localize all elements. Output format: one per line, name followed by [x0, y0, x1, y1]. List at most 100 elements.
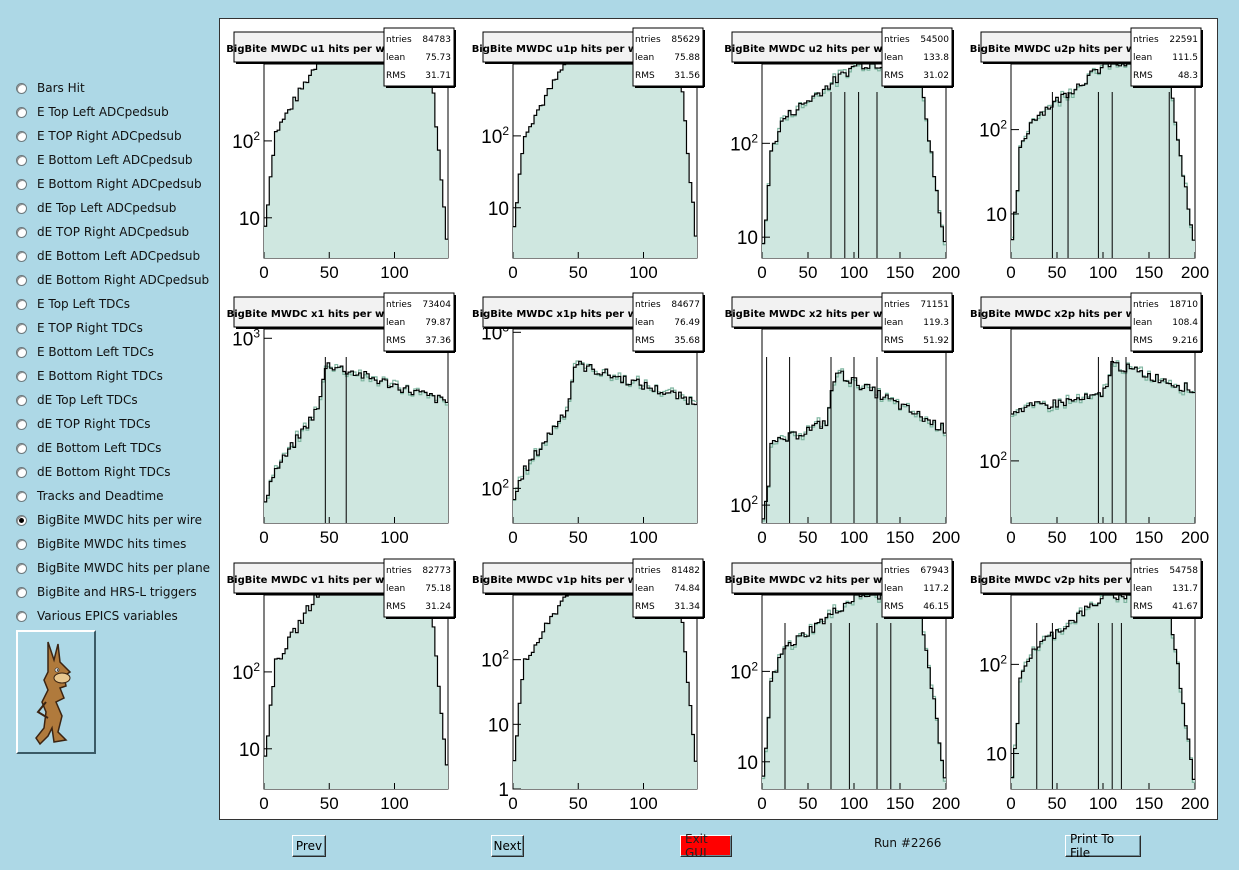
radio-icon[interactable]	[16, 82, 27, 94]
menu-item-de-bottom-left-tdcs[interactable]: dE Bottom Left TDCs	[16, 436, 216, 460]
menu-item-e-bottom-right-tdcs[interactable]: E Bottom Right TDCs	[16, 364, 216, 388]
print-to-file-button[interactable]: Print To File	[1065, 832, 1141, 860]
radio-icon[interactable]	[16, 418, 27, 430]
menu-item-bigbite-mwdc-hits-times[interactable]: BigBite MWDC hits times	[16, 532, 216, 556]
radio-icon[interactable]	[16, 466, 27, 478]
histogram-fill	[513, 64, 697, 258]
menu-item-de-bottom-right-adcpedsub[interactable]: dE Bottom Right ADCpedsub	[16, 268, 216, 292]
y-tick-label: 10	[239, 209, 260, 230]
menu-item-de-top-right-adcpedsub[interactable]: dE TOP Right ADCpedsub	[16, 220, 216, 244]
stats-value: 54500	[920, 35, 949, 45]
histogram-fill	[513, 595, 697, 789]
radio-icon[interactable]	[16, 226, 27, 238]
stats-label: RMS	[884, 71, 904, 81]
menu-item-bigbite-mwdc-hits-per-wire[interactable]: BigBite MWDC hits per wire	[16, 508, 216, 532]
radio-icon[interactable]	[16, 178, 27, 190]
menu-item-various-epics-variables[interactable]: Various EPICS variables	[16, 604, 216, 628]
radio-icon[interactable]	[16, 586, 27, 598]
stats-value: 111.5	[1172, 53, 1198, 63]
y-tick-label: 102	[979, 118, 1007, 142]
histogram-fill	[762, 595, 946, 789]
radio-icon[interactable]	[16, 202, 27, 214]
menu-item-e-bottom-right-adcpedsub[interactable]: E Bottom Right ADCpedsub	[16, 172, 216, 196]
histogram-title: BigBite MWDC v1 hits per wire	[227, 575, 400, 586]
menu-item-tracks-and-deadtime[interactable]: Tracks and Deadtime	[16, 484, 216, 508]
menu-item-e-top-right-tdcs[interactable]: E TOP Right TDCs	[16, 316, 216, 340]
radio-icon[interactable]	[16, 322, 27, 334]
x-tick-label: 0	[1006, 263, 1015, 282]
radio-icon[interactable]	[16, 562, 27, 574]
menu-item-de-top-left-tdcs[interactable]: dE Top Left TDCs	[16, 388, 216, 412]
y-tick-label: 10	[986, 205, 1007, 226]
radio-icon[interactable]	[16, 610, 27, 622]
histogram-fill	[264, 595, 448, 789]
menu-item-de-top-right-tdcs[interactable]: dE TOP Right TDCs	[16, 412, 216, 436]
y-tick-label: 102	[232, 660, 260, 684]
menu-item-e-top-left-adcpedsub[interactable]: E Top Left ADCpedsub	[16, 100, 216, 124]
menu-item-de-bottom-left-adcpedsub[interactable]: dE Bottom Left ADCpedsub	[16, 244, 216, 268]
histogram-title: BigBite MWDC u2 hits per wire	[724, 44, 898, 55]
stats-box	[632, 558, 704, 618]
radio-icon[interactable]	[16, 514, 27, 526]
menu-item-de-top-left-adcpedsub[interactable]: dE Top Left ADCpedsub	[16, 196, 216, 220]
menu-item-label: dE Bottom Left ADCpedsub	[37, 249, 201, 263]
x-tick-label: 100	[840, 528, 868, 547]
menu-item-de-bottom-right-tdcs[interactable]: dE Bottom Right TDCs	[16, 460, 216, 484]
stats-label: RMS	[635, 71, 655, 81]
histogram-line	[513, 360, 697, 501]
stats-value: 84783	[422, 35, 451, 45]
histogram-title-box	[731, 296, 891, 328]
x-tick-label: 100	[380, 528, 408, 547]
radio-icon[interactable]	[16, 442, 27, 454]
radio-icon[interactable]	[16, 250, 27, 262]
stats-value: 82773	[422, 566, 451, 576]
prev-button[interactable]: Prev	[292, 835, 326, 857]
stats-label: lean	[386, 318, 405, 328]
menu-item-e-bottom-left-tdcs[interactable]: E Bottom Left TDCs	[16, 340, 216, 364]
radio-icon[interactable]	[16, 154, 27, 166]
x-tick-label: 0	[1006, 528, 1015, 547]
stats-label: ntries	[635, 300, 661, 310]
stats-value: 75.73	[425, 53, 451, 63]
radio-icon[interactable]	[16, 106, 27, 118]
radio-icon[interactable]	[16, 130, 27, 142]
menu-item-e-bottom-left-adcpedsub[interactable]: E Bottom Left ADCpedsub	[16, 148, 216, 172]
histogram-title: BigBite MWDC v2p hits per wire	[970, 575, 1150, 586]
stats-value: 46.15	[923, 602, 949, 612]
next-button[interactable]: Next	[491, 835, 524, 857]
radio-icon[interactable]	[16, 394, 27, 406]
exit-gui-button[interactable]: Exit GUI	[680, 832, 732, 860]
radio-icon[interactable]	[16, 274, 27, 286]
coyote-logo-button[interactable]	[16, 630, 96, 754]
y-tick-label: 102	[730, 131, 758, 155]
x-tick-label: 100	[840, 794, 868, 813]
stats-value: 71151	[920, 300, 949, 310]
histogram-title: BigBite MWDC u1 hits per wire	[226, 44, 400, 55]
menu-item-bigbite-mwdc-hits-per-plane[interactable]: BigBite MWDC hits per plane	[16, 556, 216, 580]
radio-icon[interactable]	[16, 370, 27, 382]
y-tick-label: 10	[986, 745, 1007, 766]
x-tick-label: 100	[1089, 263, 1117, 282]
histogram-canvas: 0 50 100 10 102 BigBite MWDC u1 hits per wire…	[219, 18, 1218, 820]
histogram-fill	[1011, 361, 1195, 523]
stats-value: 31.71	[425, 71, 451, 81]
stats-label: lean	[1133, 53, 1152, 63]
menu-item-e-top-left-tdcs[interactable]: E Top Left TDCs	[16, 292, 216, 316]
stats-label: RMS	[386, 71, 406, 81]
x-tick-label: 0	[757, 263, 766, 282]
stats-label: lean	[884, 53, 903, 63]
x-tick-label: 50	[320, 263, 339, 282]
radio-icon[interactable]	[16, 490, 27, 502]
stats-value: 73404	[422, 300, 451, 310]
menu-item-bars-hit[interactable]: Bars Hit	[16, 76, 216, 100]
menu-item-bigbite-and-hrs-l-triggers[interactable]: BigBite and HRS-L triggers	[16, 580, 216, 604]
x-tick-label: 200	[1181, 528, 1209, 547]
menu-item-label: dE Bottom Right TDCs	[37, 465, 171, 479]
menu-item-label: Tracks and Deadtime	[37, 489, 164, 503]
histogram-panel: 0 50 100 150 200 10 102 BigBite MWDC v2 hits pe…	[725, 558, 960, 813]
radio-icon[interactable]	[16, 298, 27, 310]
histogram-line	[264, 362, 448, 503]
radio-icon[interactable]	[16, 538, 27, 550]
radio-icon[interactable]	[16, 346, 27, 358]
menu-item-e-top-right-adcpedsub[interactable]: E TOP Right ADCpedsub	[16, 124, 216, 148]
